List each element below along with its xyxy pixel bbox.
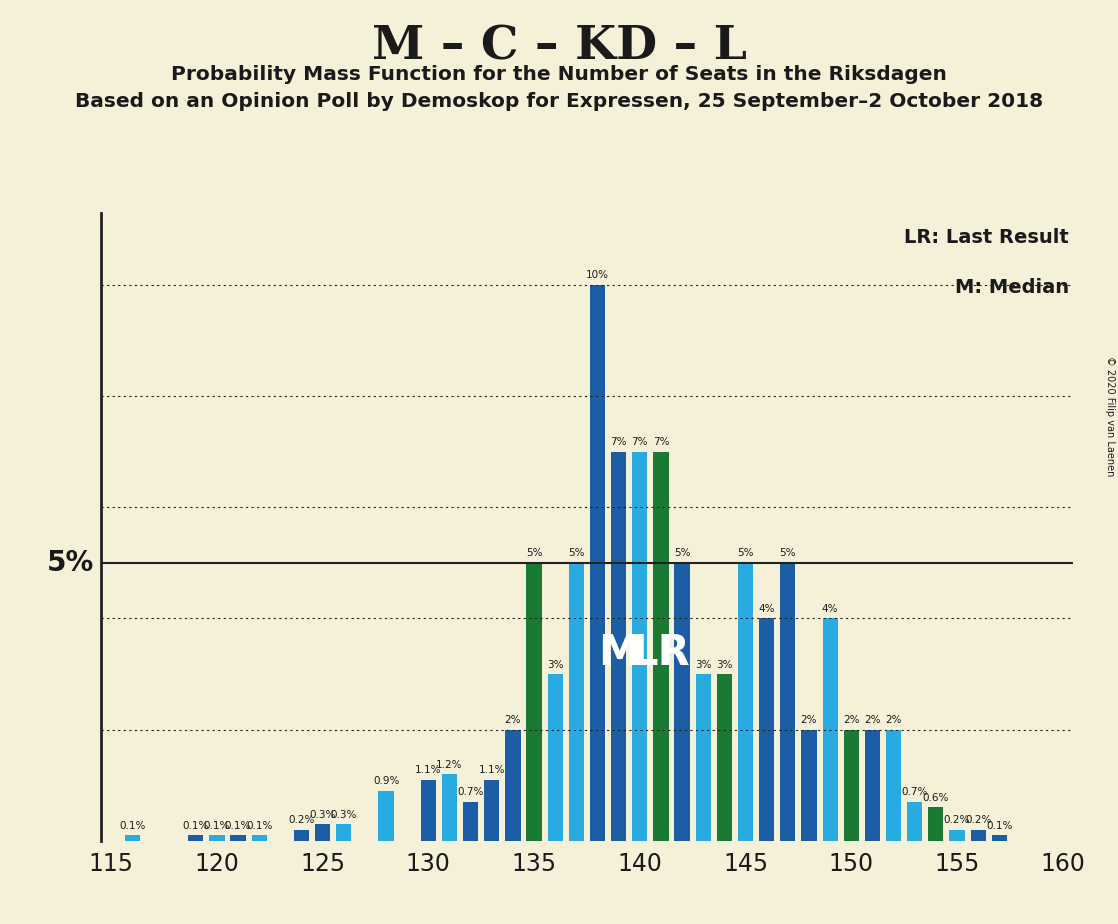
Text: 0.3%: 0.3% [331,809,357,820]
Text: 4%: 4% [822,604,838,614]
Text: M – C – KD – L: M – C – KD – L [371,23,747,69]
Text: 3%: 3% [717,660,732,670]
Bar [695,674,711,841]
Bar [949,830,965,841]
Text: 2%: 2% [504,715,521,725]
Text: 0.6%: 0.6% [922,793,949,803]
Text: © 2020 Filip van Laenen: © 2020 Filip van Laenen [1105,356,1115,476]
Bar [230,835,246,841]
Text: 0.2%: 0.2% [288,815,314,825]
Text: 2%: 2% [885,715,902,725]
Bar [970,830,986,841]
Text: M: M [598,632,639,674]
Text: 5%: 5% [525,548,542,558]
Text: 3%: 3% [695,660,711,670]
Text: 4%: 4% [758,604,775,614]
Bar [505,730,521,841]
Text: 7%: 7% [632,437,648,447]
Text: 0.7%: 0.7% [901,787,928,797]
Bar [484,780,500,841]
Text: 2%: 2% [843,715,860,725]
Bar [125,835,140,841]
Text: 0.7%: 0.7% [457,787,484,797]
Text: 3%: 3% [547,660,563,670]
Text: 2%: 2% [864,715,881,725]
Bar [442,774,457,841]
Bar [992,835,1007,841]
Bar [420,780,436,841]
Bar [653,452,669,841]
Bar [717,674,732,841]
Bar [802,730,816,841]
Text: 0.9%: 0.9% [373,776,399,786]
Bar [590,285,605,841]
Text: 0.2%: 0.2% [944,815,970,825]
Bar [632,452,647,841]
Text: 0.1%: 0.1% [203,821,230,831]
Bar [527,563,542,841]
Bar [315,824,330,841]
Text: LR: LR [632,632,690,674]
Text: 0.1%: 0.1% [246,821,273,831]
Bar [612,452,626,841]
Text: Probability Mass Function for the Number of Seats in the Riksdagen: Probability Mass Function for the Number… [171,65,947,84]
Bar [759,618,775,841]
Bar [865,730,880,841]
Text: 5%: 5% [674,548,690,558]
Bar [780,563,795,841]
Text: 1.2%: 1.2% [436,760,463,770]
Text: 0.1%: 0.1% [986,821,1013,831]
Bar [823,618,837,841]
Bar [928,808,944,841]
Text: 1.1%: 1.1% [479,765,505,775]
Bar [674,563,690,841]
Text: 5%: 5% [568,548,585,558]
Text: 0.1%: 0.1% [225,821,252,831]
Text: 0.2%: 0.2% [965,815,992,825]
Bar [548,674,562,841]
Bar [379,791,394,841]
Bar [463,802,479,841]
Text: 0.1%: 0.1% [182,821,209,831]
Bar [569,563,584,841]
Text: 7%: 7% [653,437,670,447]
Bar [294,830,309,841]
Text: LR: Last Result: LR: Last Result [904,228,1069,248]
Bar [907,802,922,841]
Bar [252,835,267,841]
Text: M: Median: M: Median [955,278,1069,298]
Text: 10%: 10% [586,271,609,280]
Text: Based on an Opinion Poll by Demoskop for Expressen, 25 September–2 October 2018: Based on an Opinion Poll by Demoskop for… [75,92,1043,112]
Text: 0.3%: 0.3% [310,809,335,820]
Bar [844,730,859,841]
Text: 7%: 7% [610,437,627,447]
Text: 0.1%: 0.1% [120,821,145,831]
Text: 5%: 5% [779,548,796,558]
Bar [209,835,225,841]
Text: 1.1%: 1.1% [415,765,442,775]
Text: 5%: 5% [737,548,754,558]
Bar [738,563,754,841]
Bar [337,824,351,841]
Bar [885,730,901,841]
Text: 5%: 5% [47,549,94,577]
Text: 2%: 2% [800,715,817,725]
Bar [188,835,203,841]
